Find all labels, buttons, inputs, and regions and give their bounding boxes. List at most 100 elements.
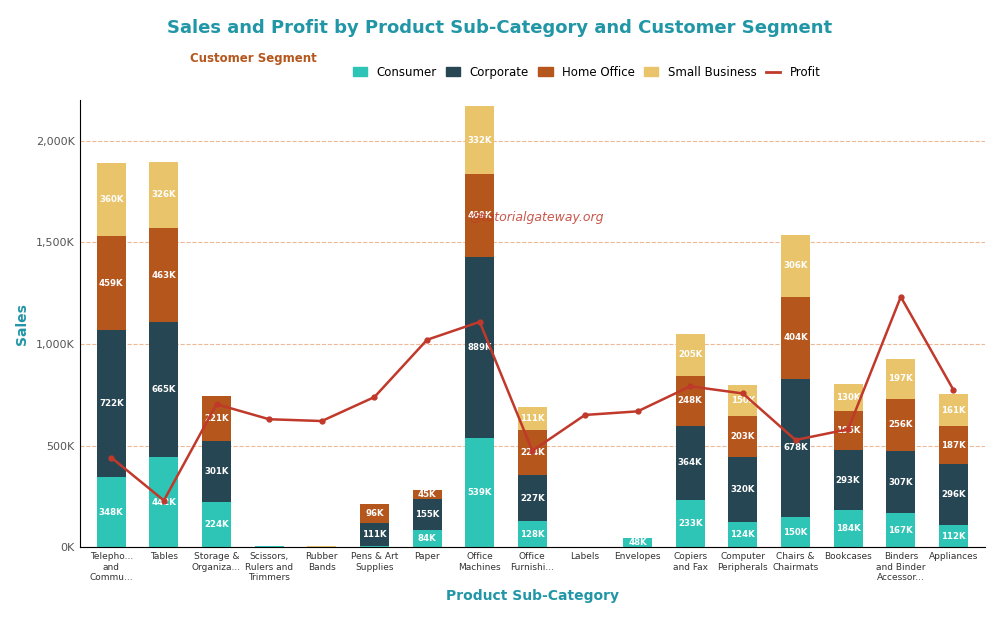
Bar: [413, 489, 442, 499]
Bar: [939, 464, 968, 525]
Text: 722K: 722K: [99, 399, 124, 408]
Bar: [202, 441, 231, 502]
Text: 348K: 348K: [99, 507, 124, 517]
Profit: [263, 415, 275, 423]
Bar: [413, 530, 442, 548]
Bar: [465, 438, 494, 548]
Bar: [939, 394, 968, 426]
Text: 409K: 409K: [467, 211, 492, 220]
Text: 227K: 227K: [520, 494, 545, 503]
Bar: [413, 499, 442, 530]
Bar: [886, 514, 915, 548]
Bar: [97, 237, 126, 330]
Text: 301K: 301K: [204, 467, 229, 476]
Profit: [368, 393, 380, 400]
Bar: [202, 396, 231, 441]
Bar: [518, 430, 547, 475]
X-axis label: Product Sub-Category: Product Sub-Category: [446, 589, 619, 603]
Bar: [781, 517, 810, 548]
Text: @tutorialgateway.org: @tutorialgateway.org: [469, 211, 603, 224]
Bar: [886, 451, 915, 514]
Text: 248K: 248K: [678, 396, 703, 405]
Text: 187K: 187K: [941, 441, 966, 450]
Profit: [737, 390, 749, 397]
Profit: [684, 383, 696, 390]
Bar: [360, 504, 389, 523]
Text: Sales and Profit by Product Sub-Category and Customer Segment: Sales and Profit by Product Sub-Category…: [167, 19, 833, 36]
Profit: [790, 436, 802, 444]
Text: 233K: 233K: [678, 519, 703, 528]
Profit: [895, 293, 907, 300]
Bar: [149, 322, 178, 457]
Bar: [676, 500, 705, 548]
Text: 256K: 256K: [889, 420, 913, 430]
Bar: [465, 174, 494, 257]
Profit: [632, 408, 644, 415]
Profit: [316, 417, 328, 425]
Text: 112K: 112K: [941, 531, 966, 541]
Line: Profit: Profit: [109, 294, 956, 503]
Bar: [886, 399, 915, 451]
Text: 130K: 130K: [836, 393, 860, 402]
Text: 124K: 124K: [731, 530, 755, 540]
Bar: [149, 228, 178, 322]
Text: 45K: 45K: [418, 489, 436, 499]
Profit: [842, 426, 854, 433]
Text: 161K: 161K: [941, 405, 966, 415]
Text: 889K: 889K: [467, 343, 492, 352]
Text: 195K: 195K: [836, 426, 860, 435]
Bar: [149, 457, 178, 548]
Text: 442K: 442K: [151, 498, 176, 507]
Profit: [105, 454, 117, 461]
Bar: [465, 106, 494, 174]
Bar: [781, 297, 810, 379]
Text: 111K: 111K: [362, 530, 387, 539]
Text: 84K: 84K: [418, 535, 436, 543]
Text: 307K: 307K: [888, 478, 913, 487]
Text: 167K: 167K: [888, 526, 913, 535]
Bar: [360, 523, 389, 546]
Text: 205K: 205K: [678, 350, 702, 359]
Bar: [518, 522, 547, 548]
Text: 463K: 463K: [152, 271, 176, 280]
Text: 96K: 96K: [365, 509, 384, 518]
Text: 221K: 221K: [204, 413, 229, 423]
Bar: [781, 379, 810, 517]
Bar: [728, 457, 757, 522]
Y-axis label: Sales: Sales: [15, 303, 29, 345]
Bar: [518, 475, 547, 522]
Text: 184K: 184K: [836, 524, 861, 533]
Bar: [834, 384, 863, 411]
Text: 203K: 203K: [731, 432, 755, 441]
Profit: [579, 411, 591, 418]
Text: 128K: 128K: [520, 530, 545, 539]
Text: 332K: 332K: [467, 135, 492, 145]
Legend: Consumer, Corporate, Home Office, Small Business, Profit: Consumer, Corporate, Home Office, Small …: [348, 61, 825, 83]
Text: 48K: 48K: [628, 538, 647, 547]
Bar: [623, 538, 652, 548]
Profit: [211, 400, 223, 408]
Profit: [421, 336, 433, 344]
Bar: [834, 510, 863, 548]
Bar: [518, 407, 547, 430]
Bar: [465, 257, 494, 438]
Text: Customer Segment: Customer Segment: [190, 52, 317, 66]
Text: 111K: 111K: [520, 414, 545, 423]
Text: 320K: 320K: [731, 485, 755, 494]
Text: 293K: 293K: [836, 476, 860, 485]
Text: 224K: 224K: [520, 448, 545, 457]
Bar: [360, 546, 389, 548]
Profit: [158, 497, 170, 504]
Bar: [781, 235, 810, 297]
Text: 224K: 224K: [204, 520, 229, 529]
Bar: [886, 359, 915, 399]
Bar: [728, 416, 757, 457]
Bar: [834, 451, 863, 510]
Bar: [676, 376, 705, 426]
Bar: [939, 525, 968, 548]
Bar: [97, 476, 126, 548]
Bar: [149, 162, 178, 228]
Bar: [939, 426, 968, 464]
Profit: [474, 318, 486, 326]
Bar: [676, 426, 705, 500]
